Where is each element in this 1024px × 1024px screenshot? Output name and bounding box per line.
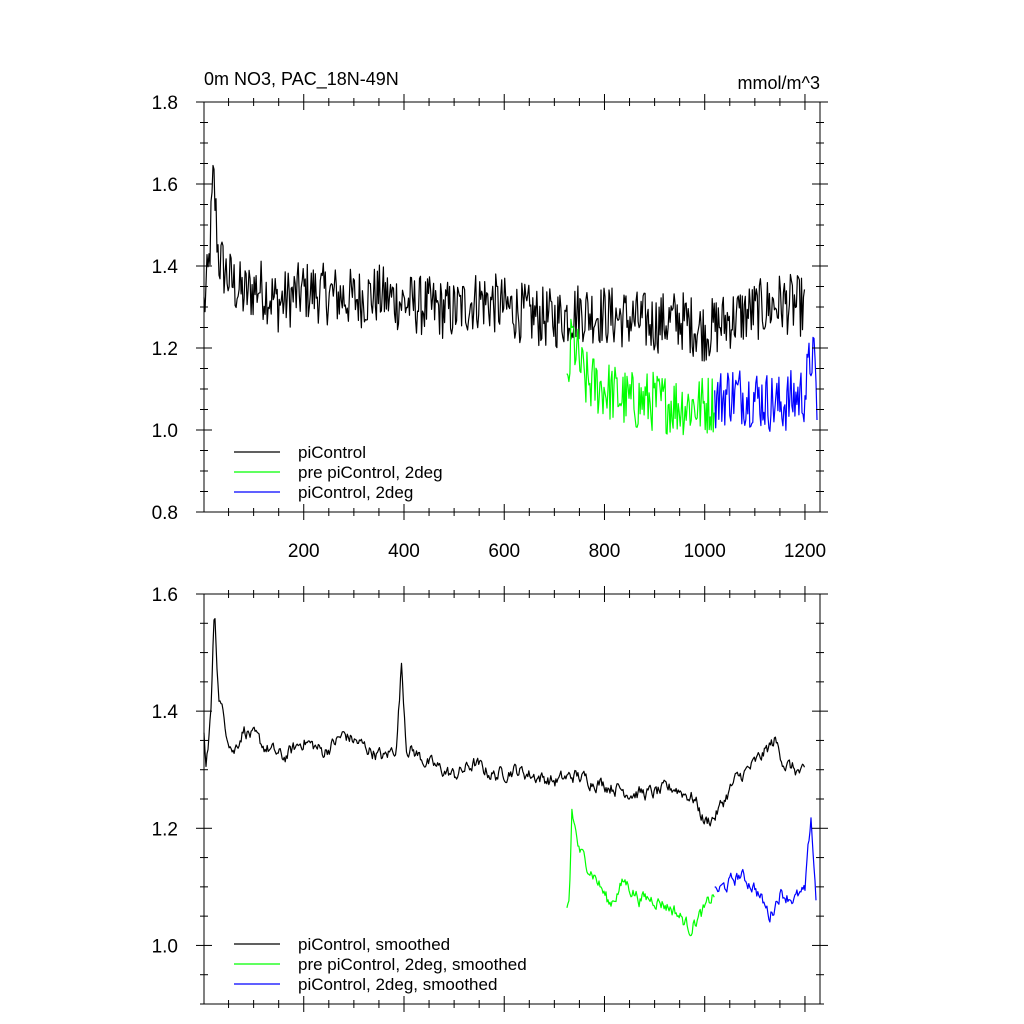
legend-label: piControl	[298, 443, 366, 462]
top-panel-frame	[203, 101, 821, 513]
top-panel-title: 0m NO3, PAC_18N-49N	[204, 69, 399, 90]
y-tick-label: 1.8	[152, 93, 178, 114]
x-tick-label: 1200	[784, 541, 826, 562]
y-tick-label: 1.4	[152, 702, 179, 723]
series-line-2	[566, 808, 715, 937]
y-tick-label: 1.2	[152, 339, 178, 360]
legend-label: piControl, 2deg, smoothed	[298, 975, 497, 994]
y-tick-label: 1.2	[152, 819, 178, 840]
top-panel-axes: 200 400 600 800 1000 1200 0.8 1.0 1.2 1.4 1.6 1.8	[152, 93, 828, 562]
y-tick-label: 1.6	[152, 175, 178, 196]
y-tick-label: 0.8	[152, 503, 178, 524]
bottom-panel-frame	[203, 593, 821, 1005]
y-tick-label: 1.0	[152, 421, 178, 442]
series-line-2	[566, 318, 715, 436]
y-tick-label: 1.6	[152, 585, 178, 606]
legend-label: piControl, smoothed	[298, 935, 450, 954]
x-tick-label: 800	[589, 541, 621, 562]
x-tick-label: 200	[288, 541, 320, 562]
top-panel: 0m NO3, PAC_18N-49N mmol/m^3 200 400 600 80…	[152, 69, 828, 562]
x-tick-label: 600	[488, 541, 520, 562]
top-panel-units: mmol/m^3	[738, 73, 820, 93]
legend-label: piControl, 2deg	[298, 483, 413, 502]
bottom-panel-series	[203, 618, 817, 937]
y-tick-label: 1.4	[152, 257, 179, 278]
series-line-3	[714, 336, 818, 432]
bottom-panel-axes: 1.0 1.2 1.4 1.6	[152, 585, 828, 1012]
x-tick-label: 1000	[684, 541, 726, 562]
x-tick-label: 400	[388, 541, 420, 562]
legend-label: pre piControl, 2deg	[298, 463, 443, 482]
series-line-3	[714, 817, 817, 923]
y-tick-label: 1.0	[152, 936, 178, 957]
legend-label: pre piControl, 2deg, smoothed	[298, 955, 527, 974]
series-line-1	[203, 618, 806, 827]
top-panel-series	[203, 164, 818, 436]
series-line-1	[203, 164, 806, 362]
